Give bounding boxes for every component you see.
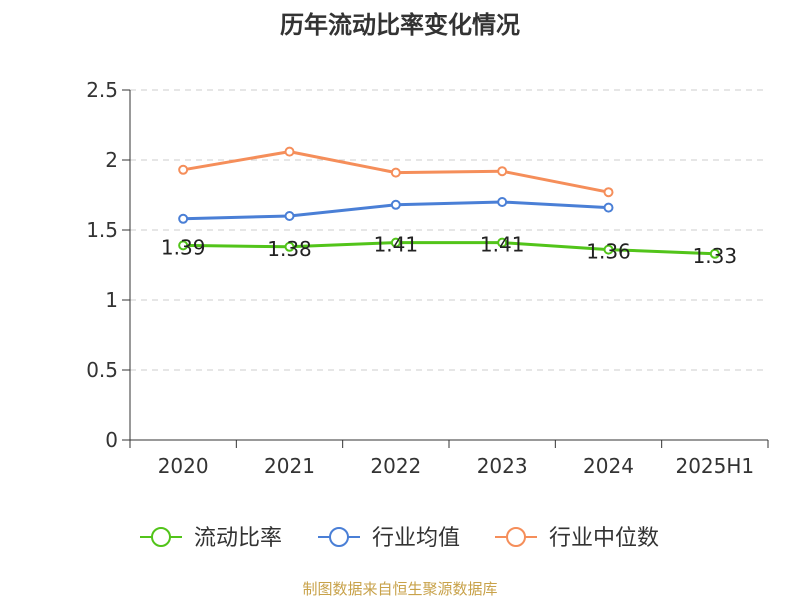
series-line — [183, 241, 715, 256]
y-tick-label: 1.5 — [86, 218, 118, 242]
series-group — [178, 146, 720, 259]
data-label: 1.36 — [586, 240, 631, 264]
legend-label: 流动比率 — [194, 526, 282, 551]
y-tick-label: 1 — [105, 288, 118, 312]
data-label: 1.38 — [267, 237, 312, 261]
x-tick-label: 2025H1 — [675, 454, 754, 478]
x-tick-label: 2021 — [264, 454, 315, 478]
y-tick-label: 0.5 — [86, 358, 118, 382]
x-tick-label: 2020 — [158, 454, 209, 478]
x-tick-label: 2022 — [370, 454, 421, 478]
series-point — [497, 166, 508, 177]
x-tick-label: 2024 — [583, 454, 634, 478]
series-point — [497, 197, 508, 207]
data-labels: 1.39 1.38 1.41 1.41 1.36 1.33 — [161, 233, 737, 268]
series-point — [603, 202, 614, 213]
grid-lines — [130, 89, 768, 371]
legend-marker — [329, 527, 349, 547]
series-point — [178, 240, 189, 251]
legend-marker — [506, 527, 526, 547]
series-point — [284, 146, 295, 157]
series-point — [603, 244, 614, 255]
data-label: 1.33 — [693, 244, 738, 268]
y-tick-label: 2.5 — [86, 78, 118, 102]
series-point — [390, 199, 401, 210]
source-note: 制图数据来自恒生聚源数据库 — [302, 580, 497, 598]
data-label: 1.41 — [374, 233, 419, 257]
data-label: 1.41 — [480, 233, 525, 257]
legend-marker — [151, 527, 171, 547]
legend-label: 行业均值 — [372, 526, 460, 551]
series-point — [178, 213, 189, 224]
series-point — [284, 211, 295, 221]
series-point — [497, 237, 508, 248]
y-tick-label: 2 — [105, 148, 118, 172]
series-point — [390, 237, 401, 248]
chart-title: 历年流动比率变化情况 — [280, 11, 520, 39]
axes: 0 0.5 1 1.5 2 2.5 2020 2021 2022 2023 2024 2025H1 — [86, 78, 769, 478]
legend: 流动比率 行业均值 行业中位数 — [140, 526, 659, 551]
series-point — [603, 187, 614, 198]
series-point — [709, 248, 720, 259]
data-label: 1.39 — [161, 235, 206, 259]
x-tick-label: 2023 — [477, 454, 528, 478]
series-point — [178, 164, 189, 175]
y-tick-label: 0 — [105, 428, 118, 452]
legend-label: 行业中位数 — [549, 526, 659, 551]
series-point — [390, 167, 401, 178]
series-point — [284, 241, 295, 252]
